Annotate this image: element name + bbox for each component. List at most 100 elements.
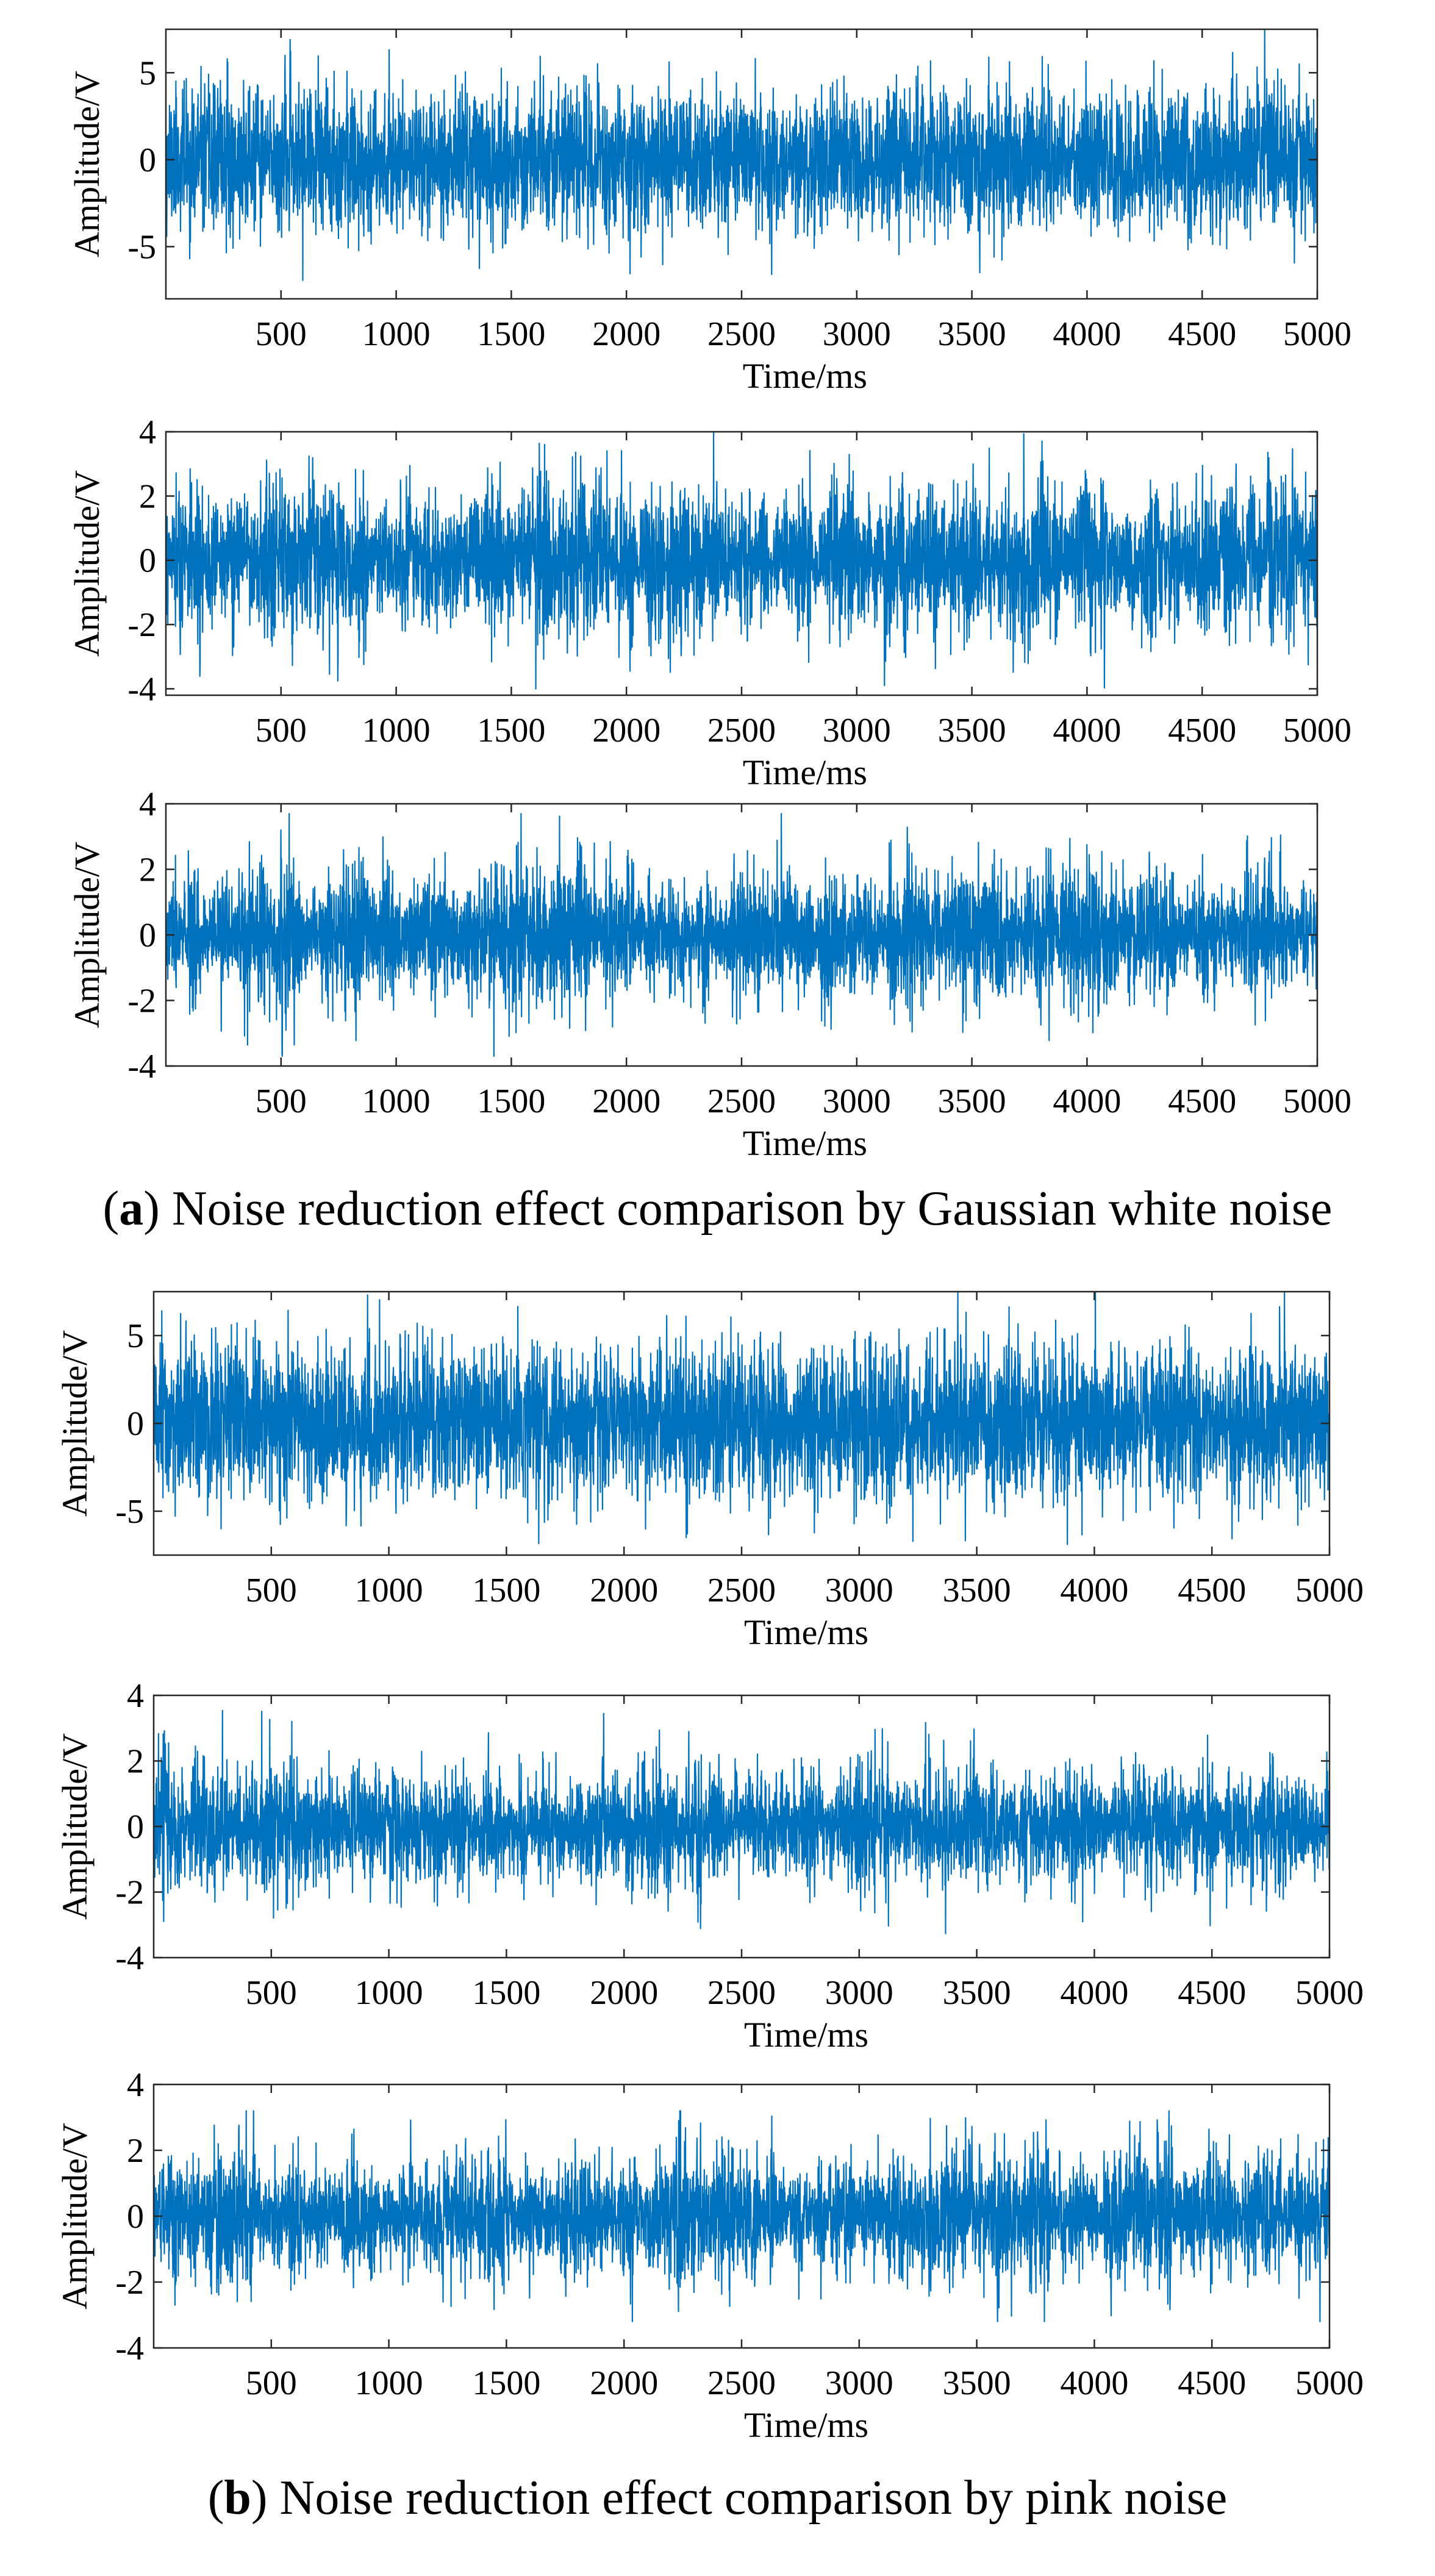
x-tick-label-a3-2500: 2500: [707, 1082, 776, 1120]
y-tick-label-b3-0: -4: [115, 2330, 144, 2367]
signal-line-a3-0: [166, 813, 1317, 1057]
y-axis-label-a1: Amplitude/V: [67, 71, 107, 257]
y-tick-label-a1-1: 0: [139, 141, 156, 179]
signal-line-b3-0: [154, 2110, 1329, 2322]
x-tick-label-b3-2000: 2000: [590, 2364, 658, 2402]
x-tick-label-b2-4000: 4000: [1060, 1974, 1128, 2012]
chart-panel-b3: 500 1000 1500 2000 2500 3000 3500 4000 4500 5000 -…: [0, 2055, 1435, 2458]
signal-line-b1-0: [154, 1292, 1329, 1545]
x-axis-label-a2: Time/ms: [743, 753, 867, 792]
y-tick-label-b3-2: 0: [127, 2198, 144, 2236]
x-tick-label-a2-2000: 2000: [592, 712, 660, 750]
x-tick-label-a1-4500: 4500: [1168, 315, 1236, 353]
x-tick-label-b3-1000: 1000: [355, 2364, 423, 2402]
y-tick-label-b2-4: 4: [127, 1677, 144, 1715]
x-tick-label-b3-4500: 4500: [1178, 2364, 1246, 2402]
y-tick-label-a2-1: -2: [127, 606, 156, 644]
x-tick-label-a3-5000: 5000: [1283, 1082, 1351, 1120]
x-tick-label-a1-3000: 3000: [823, 315, 891, 353]
y-tick-label-b2-0: -4: [115, 1939, 144, 1977]
x-tick-label-b1-1500: 1500: [472, 1572, 540, 1609]
x-tick-label-a3-1500: 1500: [477, 1082, 545, 1120]
x-axis-label-b1: Time/ms: [744, 1612, 868, 1652]
x-tick-label-a2-3000: 3000: [823, 712, 891, 750]
x-tick-label-b2-500: 500: [246, 1974, 297, 2012]
chart-panel-a1: 500 1000 1500 2000 2500 3000 3500 4000 4500 5000 -…: [0, 0, 1435, 409]
caption-a: (a) Noise reduction effect comparison by…: [102, 1182, 1333, 1236]
y-tick-label-a3-1: -2: [127, 982, 156, 1020]
chart-panel-b2: 500 1000 1500 2000 2500 3000 3500 4000 4500 5000 -…: [0, 1665, 1435, 2067]
y-tick-label-b2-2: 0: [127, 1808, 144, 1846]
x-tick-label-b2-3500: 3500: [943, 1974, 1011, 2012]
x-tick-label-a2-2500: 2500: [707, 712, 776, 750]
x-tick-label-b1-4000: 4000: [1060, 1572, 1128, 1609]
caption-b: (b) Noise reduction effect comparison by…: [207, 2471, 1228, 2525]
chart-b2: 500 1000 1500 2000 2500 3000 3500 4000 4500 5000 -…: [55, 1677, 1364, 2055]
chart-a3: 500 1000 1500 2000 2500 3000 3500 4000 4500 5000 -…: [67, 785, 1351, 1163]
x-tick-label-b3-1500: 1500: [472, 2364, 540, 2402]
y-tick-label-a2-2: 0: [139, 542, 156, 580]
y-tick-label-b1-1: 0: [127, 1405, 144, 1443]
chart-a2: 500 1000 1500 2000 2500 3000 3500 4000 4500 5000 -…: [67, 413, 1351, 792]
x-tick-label-b2-1000: 1000: [355, 1974, 423, 2012]
y-axis-label-b1: Amplitude/V: [55, 1330, 95, 1517]
y-tick-label-a3-0: -4: [127, 1048, 156, 1086]
x-tick-label-b3-2500: 2500: [707, 2364, 776, 2402]
x-tick-label-a1-2500: 2500: [707, 315, 776, 353]
x-axis-label-a1: Time/ms: [743, 356, 867, 396]
chart-panel-a3: 500 1000 1500 2000 2500 3000 3500 4000 4500 5000 -…: [0, 773, 1435, 1176]
x-axis-label-b2: Time/ms: [744, 2015, 868, 2055]
y-tick-label-a2-4: 4: [139, 413, 156, 451]
x-tick-label-a3-500: 500: [256, 1082, 307, 1120]
x-tick-label-b1-500: 500: [246, 1572, 297, 1609]
y-tick-label-a3-3: 2: [139, 851, 156, 889]
x-tick-label-a3-4000: 4000: [1053, 1082, 1121, 1120]
x-tick-label-b2-1500: 1500: [472, 1974, 540, 2012]
x-tick-label-a1-1500: 1500: [477, 315, 545, 353]
x-tick-label-b3-5000: 5000: [1295, 2364, 1364, 2402]
signal-line-a1-0: [166, 29, 1317, 281]
caption-a-letter: a: [119, 1182, 144, 1236]
x-tick-label-b3-4000: 4000: [1060, 2364, 1128, 2402]
x-tick-label-a1-500: 500: [256, 315, 307, 353]
x-tick-label-a3-1000: 1000: [362, 1082, 431, 1120]
x-tick-label-b2-5000: 5000: [1295, 1974, 1364, 2012]
x-tick-label-a1-4000: 4000: [1053, 315, 1121, 353]
x-tick-label-a3-3000: 3000: [823, 1082, 891, 1120]
y-tick-label-a2-0: -4: [127, 670, 156, 708]
y-tick-label-a1-0: -5: [127, 228, 156, 266]
caption-b-letter: b: [224, 2471, 251, 2525]
x-tick-label-a2-1000: 1000: [362, 712, 431, 750]
x-tick-label-a2-1500: 1500: [477, 712, 545, 750]
x-tick-label-b3-3500: 3500: [943, 2364, 1011, 2402]
chart-a1: 500 1000 1500 2000 2500 3000 3500 4000 4500 5000 -…: [67, 28, 1351, 396]
x-tick-label-b1-3000: 3000: [825, 1572, 893, 1609]
x-tick-label-b1-3500: 3500: [943, 1572, 1011, 1609]
x-tick-label-a3-2000: 2000: [592, 1082, 660, 1120]
y-tick-label-b2-1: -2: [115, 1874, 144, 1912]
y-tick-label-b1-0: -5: [115, 1493, 144, 1531]
signal-line-b2-0: [154, 1709, 1329, 1934]
y-tick-label-b2-3: 2: [127, 1743, 144, 1781]
x-tick-label-a1-5000: 5000: [1283, 315, 1351, 353]
x-tick-label-b3-500: 500: [246, 2364, 297, 2402]
x-tick-label-a1-2000: 2000: [592, 315, 660, 353]
x-tick-label-a3-4500: 4500: [1168, 1082, 1236, 1120]
y-tick-label-b3-4: 4: [127, 2066, 144, 2104]
chart-b1: 500 1000 1500 2000 2500 3000 3500 4000 4500 5000 -…: [55, 1290, 1364, 1652]
x-tick-label-b2-2500: 2500: [707, 1974, 776, 2012]
x-tick-label-b2-2000: 2000: [590, 1974, 658, 2012]
x-tick-label-a2-5000: 5000: [1283, 712, 1351, 750]
y-axis-label-b2: Amplitude/V: [55, 1733, 95, 1920]
x-tick-label-a1-1000: 1000: [362, 315, 431, 353]
x-tick-label-b3-3000: 3000: [825, 2364, 893, 2402]
y-tick-label-a3-2: 0: [139, 917, 156, 954]
y-tick-label-b3-1: -2: [115, 2264, 144, 2302]
x-tick-label-b1-1000: 1000: [355, 1572, 423, 1609]
chart-b3: 500 1000 1500 2000 2500 3000 3500 4000 4500 5000 -…: [55, 2066, 1364, 2445]
caption-a-text: Noise reduction effect comparison by Gau…: [171, 1182, 1333, 1236]
y-tick-label-a1-2: 5: [139, 54, 156, 92]
x-tick-label-b1-2500: 2500: [707, 1572, 776, 1609]
x-tick-label-b1-5000: 5000: [1295, 1572, 1364, 1609]
x-axis-label-a3: Time/ms: [743, 1123, 867, 1163]
